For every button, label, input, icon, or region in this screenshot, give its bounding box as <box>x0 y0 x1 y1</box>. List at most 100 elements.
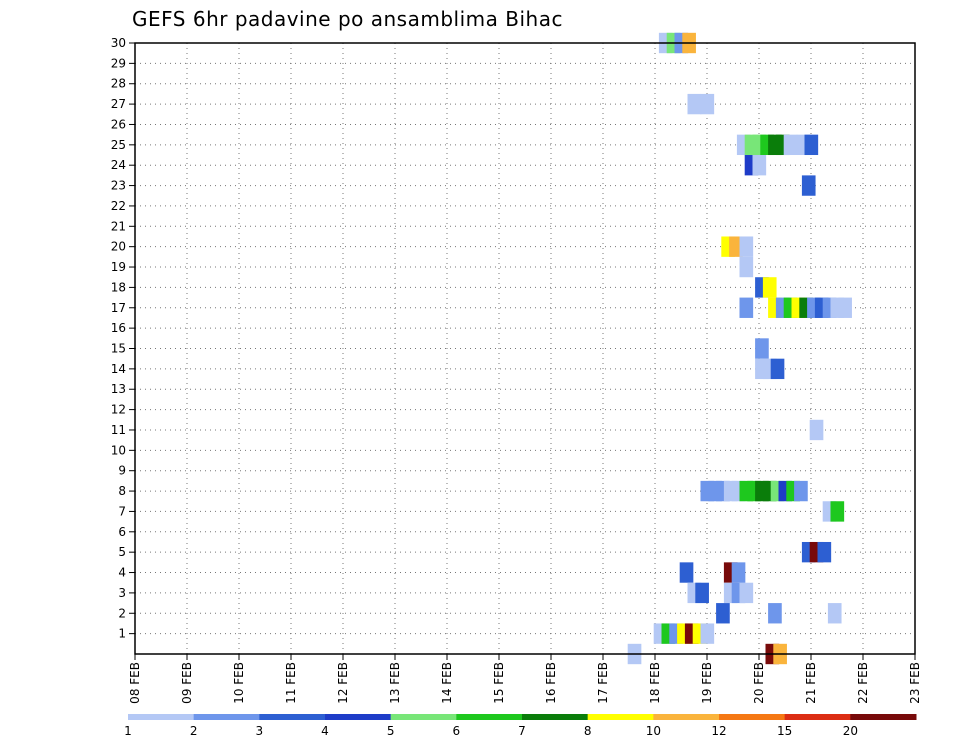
colorbar-label: 15 <box>777 724 792 738</box>
data-cell <box>783 134 798 156</box>
y-tick-label: 16 <box>111 321 126 335</box>
data-cell <box>739 236 754 257</box>
y-tick-label: 30 <box>111 36 126 50</box>
data-cell <box>762 277 777 298</box>
y-tick-label: 11 <box>111 423 126 437</box>
y-tick-label: 4 <box>118 566 126 580</box>
y-tick-label: 9 <box>118 464 126 478</box>
colorbar-legend: 1 2 3 4 5 6 7 8 10 12 15 20 <box>124 714 917 738</box>
colorbar-label: 4 <box>321 724 329 738</box>
colorbar-swatch <box>390 714 457 720</box>
colorbar-label: 3 <box>256 724 264 738</box>
y-tick-label: 13 <box>111 382 126 396</box>
data-cell <box>752 155 767 176</box>
y-tick-label: 27 <box>111 97 126 111</box>
colorbar-swatch <box>128 714 195 720</box>
data-cell <box>695 582 709 604</box>
data-cell <box>794 480 808 502</box>
y-tick-label: 15 <box>111 342 126 356</box>
data-cell <box>687 93 702 115</box>
x-tick-label: 23 FEB <box>908 662 922 704</box>
x-tick-label: 20 FEB <box>752 662 766 704</box>
x-tick-label: 18 FEB <box>648 662 662 704</box>
colorbar-label: 1 <box>124 724 132 738</box>
data-cell <box>700 623 715 644</box>
colorbar-label: 5 <box>387 724 395 738</box>
data-cell <box>731 562 746 583</box>
x-tick-label: 19 FEB <box>700 662 714 704</box>
colorbar-swatch <box>193 714 260 720</box>
y-tick-label: 8 <box>118 484 126 498</box>
y-tick-label: 24 <box>111 158 126 172</box>
colorbar-label: 10 <box>646 724 661 738</box>
y-tick-label: 18 <box>111 280 126 294</box>
data-cell <box>700 93 715 115</box>
y-tick-label: 25 <box>111 138 126 152</box>
data-cell <box>809 419 824 441</box>
x-tick-label: 12 FEB <box>336 662 350 704</box>
y-axis: 1234567891011121314151617181920212223242… <box>111 36 135 641</box>
data-cell <box>804 134 819 156</box>
data-cell <box>739 582 754 604</box>
y-tick-label: 2 <box>118 606 126 620</box>
colorbar-label: 6 <box>453 724 461 738</box>
x-tick-label: 13 FEB <box>388 662 402 704</box>
data-cell <box>801 175 816 196</box>
x-tick-label: 08 FEB <box>128 662 142 704</box>
y-tick-label: 22 <box>111 199 126 213</box>
data-cell <box>827 603 842 624</box>
y-tick-label: 17 <box>111 301 126 315</box>
x-tick-label: 17 FEB <box>596 662 610 704</box>
data-cell <box>739 297 754 318</box>
data-cell <box>830 501 845 522</box>
colorbar-swatch <box>850 714 917 720</box>
data-cell <box>679 562 694 583</box>
y-tick-label: 20 <box>111 240 126 254</box>
colorbar-swatch <box>587 714 654 720</box>
y-tick-label: 14 <box>111 362 126 376</box>
x-tick-label: 21 FEB <box>804 662 818 704</box>
y-tick-label: 28 <box>111 77 126 91</box>
x-tick-label: 09 FEB <box>180 662 194 704</box>
y-tick-label: 19 <box>111 260 126 274</box>
x-tick-label: 16 FEB <box>544 662 558 704</box>
colorbar-swatch <box>259 714 326 720</box>
colorbar-swatch <box>456 714 523 720</box>
colorbar-label: 2 <box>190 724 198 738</box>
x-tick-label: 15 FEB <box>492 662 506 704</box>
y-tick-label: 3 <box>118 586 126 600</box>
colorbar-swatch <box>784 714 851 720</box>
x-tick-label: 11 FEB <box>284 662 298 704</box>
colorbar-label: 7 <box>518 724 526 738</box>
colorbar-swatch <box>653 714 720 720</box>
y-tick-label: 7 <box>118 504 126 518</box>
y-tick-label: 21 <box>111 219 126 233</box>
colorbar-label: 20 <box>843 724 858 738</box>
y-tick-label: 5 <box>118 545 126 559</box>
data-cell <box>716 603 730 624</box>
x-axis: 08 FEB 09 FEB 10 FEB 11 FEB 12 FEB 13 FEB 14 F… <box>128 654 922 704</box>
chart-title: GEFS 6hr padavine po ansamblima Bihac <box>132 7 563 31</box>
colorbar-label: 12 <box>711 724 726 738</box>
data-cell <box>739 256 754 278</box>
data-cell <box>817 541 832 563</box>
data-cell <box>768 603 782 624</box>
data-cell <box>770 358 785 380</box>
colorbar-label: 8 <box>584 724 592 738</box>
y-tick-label: 1 <box>118 627 126 641</box>
data-cells <box>627 32 852 665</box>
y-tick-label: 12 <box>111 403 126 417</box>
x-tick-label: 14 FEB <box>440 662 454 704</box>
y-tick-label: 23 <box>111 179 126 193</box>
colorbar-swatch <box>719 714 786 720</box>
x-tick-label: 10 FEB <box>232 662 246 704</box>
data-cell <box>729 236 743 257</box>
y-tick-label: 6 <box>118 525 126 539</box>
y-tick-label: 26 <box>111 117 126 131</box>
y-tick-label: 10 <box>111 443 126 457</box>
data-cell <box>755 338 769 359</box>
data-cell <box>838 297 852 318</box>
x-tick-label: 22 FEB <box>856 662 870 704</box>
colorbar-swatch <box>522 714 589 720</box>
